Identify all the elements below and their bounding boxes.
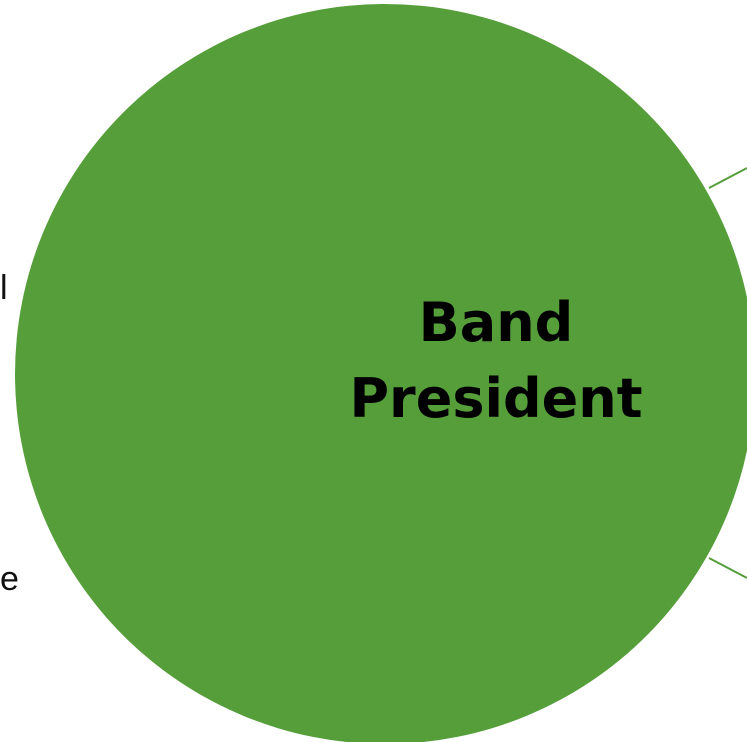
band-president-node [15, 4, 747, 742]
node-title-line-1: Band [418, 291, 574, 354]
node-title: Band President [300, 285, 692, 437]
connector-lower [708, 557, 747, 579]
clipped-label-left-lower: e [0, 560, 19, 598]
node-title-line-2: President [349, 367, 643, 430]
connector-upper [708, 167, 747, 189]
clipped-label-left-middle: l [0, 269, 8, 307]
